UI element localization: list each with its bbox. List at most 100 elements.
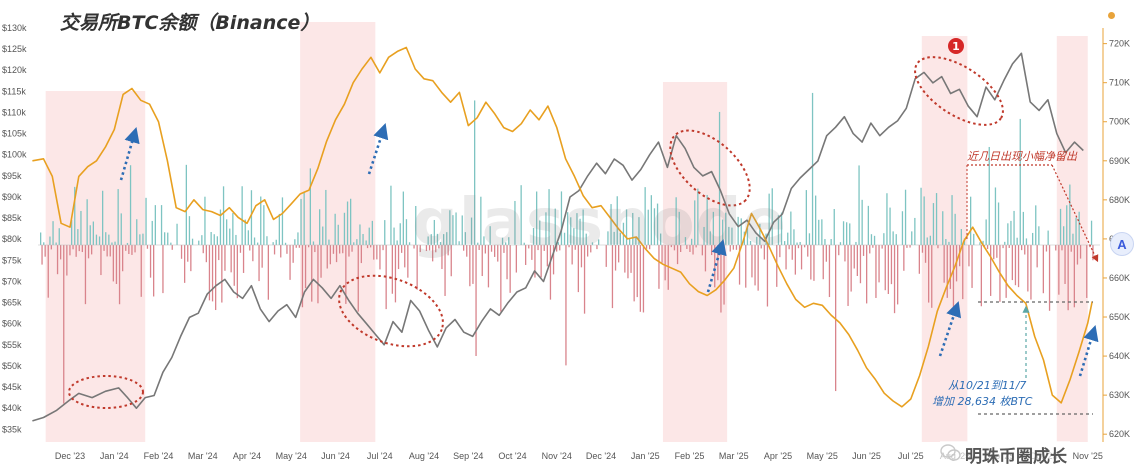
outflow-bar — [1024, 245, 1026, 255]
outflow-bar — [171, 245, 173, 250]
inflow-bar — [790, 211, 792, 245]
inflow-bar — [929, 235, 931, 245]
left-tick-label: $120k — [2, 65, 27, 75]
outflow-bar — [413, 245, 415, 249]
inflow-bar — [895, 234, 897, 245]
outflow-bar — [329, 245, 331, 265]
outflow-bar — [56, 245, 59, 275]
inflow-bar — [629, 238, 631, 245]
outflow-bar — [611, 245, 614, 309]
outflow-bar — [215, 245, 217, 311]
outflow-bar — [370, 245, 372, 248]
outflow-bar — [404, 245, 406, 268]
x-tick-label: Oct '24 — [498, 451, 526, 461]
inflow-bar — [501, 237, 504, 245]
inflow-bar — [728, 226, 730, 245]
inflow-bar — [216, 236, 218, 245]
outflow-bar — [1058, 245, 1060, 295]
inflow-bar — [226, 219, 228, 245]
inflow-bar — [656, 203, 659, 245]
inflow-bar — [675, 197, 677, 245]
outflow-bar — [509, 245, 511, 293]
inflow-bar — [780, 212, 783, 245]
inflow-bar — [170, 242, 172, 245]
outflow-bar — [258, 245, 260, 282]
outflow-bar — [407, 245, 409, 278]
left-tick-label: $75k — [2, 255, 22, 265]
inflow-bar — [830, 239, 832, 245]
inflow-bar — [1025, 238, 1028, 245]
outflow-bar — [717, 245, 719, 281]
inflow-bar — [815, 195, 817, 245]
outflow-bar — [574, 245, 576, 250]
inflow-bar — [901, 211, 904, 245]
left-tick-label: $130k — [2, 23, 27, 33]
range-note-text-2: 增加 28,634 枚BTC — [932, 395, 1033, 408]
outflow-bar — [1008, 245, 1010, 248]
outflow-bar — [506, 245, 508, 280]
outflow-bar — [1030, 245, 1032, 300]
left-tick-label: $90k — [2, 192, 22, 202]
outflow-bar — [804, 245, 806, 248]
outflow-bar — [494, 245, 496, 257]
inflow-bar — [1047, 230, 1049, 245]
inflow-bar — [613, 231, 615, 245]
outflow-bar — [100, 245, 102, 276]
outflow-bar — [624, 245, 626, 273]
outflow-bar — [810, 245, 812, 280]
inflow-bar — [818, 219, 820, 245]
inflow-bar — [55, 242, 57, 245]
inflow-bar — [889, 207, 891, 245]
outflow-bar — [252, 245, 254, 262]
outflow-bar — [376, 245, 378, 260]
outflow-bar — [937, 245, 939, 249]
inflow-bar — [746, 227, 749, 245]
inflow-bar — [997, 202, 1000, 245]
inflow-bar — [796, 242, 798, 245]
inflow-bar — [508, 237, 510, 245]
inflow-bar — [222, 186, 225, 245]
left-tick-label: $60k — [2, 319, 22, 329]
inflow-bar — [427, 236, 429, 245]
outflow-bar — [918, 245, 920, 274]
outflow-bar — [639, 245, 641, 312]
inflow-bar — [164, 232, 166, 245]
inflow-bar — [219, 209, 222, 245]
outflow-bar — [568, 245, 570, 248]
outflow-bar — [931, 245, 933, 308]
outflow-bar — [534, 245, 536, 278]
outflow-bar — [450, 245, 452, 277]
outflow-bar — [379, 245, 381, 270]
inflow-bar — [390, 185, 392, 245]
x-tick-label: May '24 — [276, 451, 307, 461]
outflow-bar — [838, 245, 840, 256]
right-tick-label: 680K — [1109, 195, 1130, 205]
outflow-bar — [342, 245, 344, 254]
inflow-bar — [861, 199, 863, 245]
inflow-bar — [811, 92, 814, 245]
inflow-bar — [167, 232, 169, 245]
outflow-bar — [187, 245, 189, 262]
inflow-bar — [585, 233, 587, 245]
outflow-bar — [286, 245, 288, 254]
outflow-bar — [658, 245, 660, 289]
outflow-bar — [546, 245, 548, 267]
outflow-bar — [224, 245, 226, 271]
x-tick-label: Sep '24 — [453, 451, 483, 461]
outflow-bar — [996, 245, 998, 258]
inflow-bar — [759, 223, 761, 245]
inflow-bar — [92, 221, 94, 245]
inflow-bar — [474, 100, 476, 245]
inflow-bar — [849, 223, 851, 245]
inflow-bar — [436, 233, 439, 245]
x-tick-label: Feb '24 — [144, 451, 174, 461]
inflow-bar — [98, 236, 101, 245]
inflow-bar — [470, 217, 473, 245]
inflow-bar — [660, 233, 662, 245]
outflow-bar — [382, 245, 384, 251]
inflow-bar — [703, 226, 705, 245]
outflow-bar — [1070, 245, 1072, 252]
inflow-bar — [532, 227, 535, 245]
assistant-icon[interactable]: A — [1110, 232, 1134, 256]
outflow-bar — [332, 245, 335, 254]
